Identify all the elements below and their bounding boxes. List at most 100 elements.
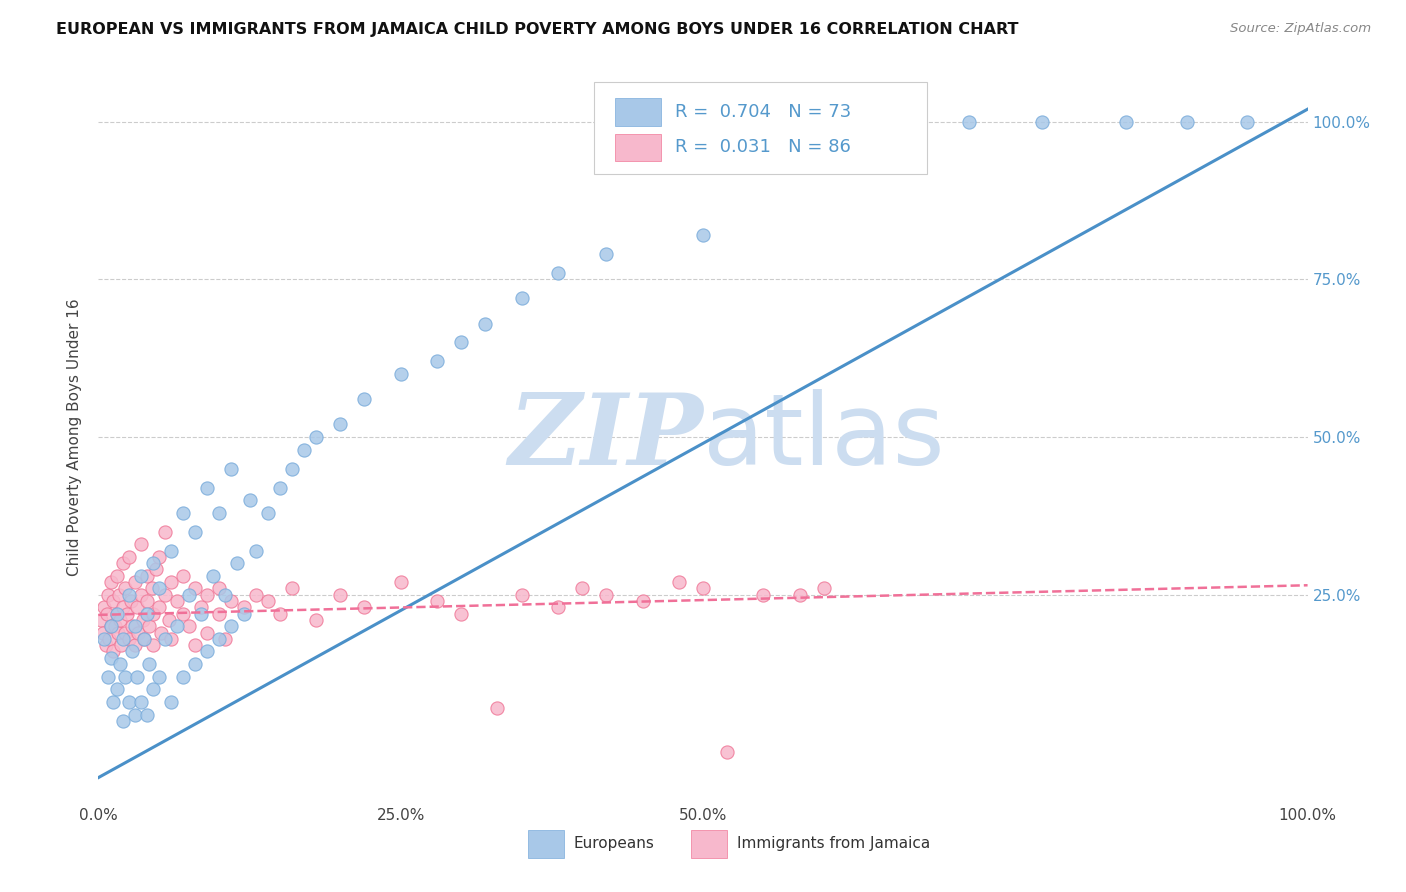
Point (148, 582, 170, 596)
Point (190, 600, 212, 615)
Point (957, 115, 980, 129)
Point (157, 613, 180, 627)
Point (547, 266, 569, 280)
Point (184, 657, 207, 671)
Point (100, 619, 122, 633)
Point (118, 588, 141, 602)
Point (1175, 115, 1198, 129)
Point (142, 607, 165, 621)
Point (450, 607, 472, 621)
Point (153, 632, 176, 646)
Point (142, 556, 165, 570)
Point (134, 632, 156, 646)
Point (256, 594, 278, 608)
Point (221, 461, 243, 475)
Point (108, 588, 131, 602)
Point (145, 562, 167, 576)
Point (195, 588, 218, 602)
Point (121, 619, 143, 633)
Point (90, 613, 112, 627)
Point (114, 670, 136, 684)
FancyBboxPatch shape (595, 82, 927, 174)
Point (716, 115, 738, 129)
Point (129, 569, 152, 583)
Point (208, 607, 231, 621)
Point (716, 745, 738, 759)
Text: ZIP: ZIP (508, 389, 703, 485)
Point (1115, 115, 1137, 129)
Point (118, 695, 141, 709)
Point (208, 582, 231, 596)
Point (510, 291, 533, 305)
Point (114, 582, 136, 596)
FancyBboxPatch shape (614, 98, 661, 126)
Point (353, 392, 375, 407)
Point (208, 632, 231, 646)
Point (100, 650, 122, 665)
Point (166, 594, 188, 608)
Point (184, 524, 207, 539)
Point (127, 625, 149, 640)
Point (124, 638, 146, 652)
Point (127, 600, 149, 615)
Point (256, 506, 278, 520)
Point (148, 670, 170, 684)
Point (111, 600, 134, 615)
Point (94, 638, 117, 652)
Point (129, 695, 152, 709)
Point (153, 524, 176, 539)
Point (281, 461, 304, 475)
Point (118, 632, 141, 646)
Point (100, 619, 122, 633)
Point (134, 632, 156, 646)
Point (474, 317, 496, 331)
Point (101, 695, 124, 709)
Point (142, 638, 165, 652)
Point (179, 619, 201, 633)
Point (1031, 115, 1053, 129)
Point (221, 594, 243, 608)
Point (150, 625, 173, 640)
Point (172, 670, 194, 684)
Point (329, 417, 352, 432)
Point (232, 600, 254, 615)
Point (160, 632, 183, 646)
Point (226, 556, 249, 570)
Point (105, 607, 128, 621)
Point (172, 569, 194, 583)
FancyBboxPatch shape (527, 830, 564, 858)
Text: R =  0.031   N = 86: R = 0.031 N = 86 (675, 138, 851, 156)
Point (281, 582, 304, 596)
Point (135, 594, 157, 608)
Point (160, 695, 183, 709)
Point (120, 594, 142, 608)
Point (93, 600, 115, 615)
Text: atlas: atlas (703, 389, 945, 485)
Point (132, 613, 155, 627)
Point (129, 588, 152, 602)
Point (111, 556, 134, 570)
Point (138, 619, 160, 633)
Point (135, 607, 157, 621)
Point (184, 582, 207, 596)
Point (160, 575, 183, 590)
Point (353, 600, 375, 615)
Text: EUROPEAN VS IMMIGRANTS FROM JAMAICA CHILD POVERTY AMONG BOYS UNDER 16 CORRELATIO: EUROPEAN VS IMMIGRANTS FROM JAMAICA CHIL… (56, 22, 1019, 37)
Point (135, 707, 157, 722)
Point (668, 575, 690, 590)
Point (107, 625, 129, 640)
Point (153, 588, 176, 602)
Point (160, 543, 183, 558)
Point (184, 638, 207, 652)
Point (813, 115, 835, 129)
Point (752, 588, 775, 602)
Point (100, 575, 122, 590)
Point (166, 619, 188, 633)
Point (110, 638, 132, 652)
Point (450, 335, 472, 350)
Point (595, 588, 617, 602)
Point (232, 607, 254, 621)
FancyBboxPatch shape (690, 830, 727, 858)
Text: Europeans: Europeans (574, 837, 655, 851)
Point (96, 607, 118, 621)
